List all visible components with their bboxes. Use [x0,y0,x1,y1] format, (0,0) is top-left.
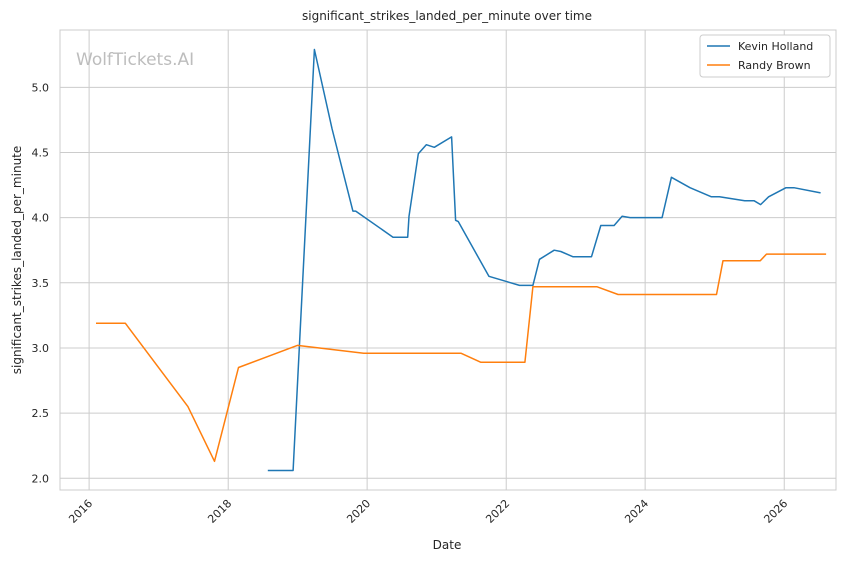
chart-title: significant_strikes_landed_per_minute ov… [302,9,592,23]
y-axis-label: significant_strikes_landed_per_minute [10,146,24,375]
x-tick-label: 2020 [344,497,373,526]
x-axis-label: Date [433,538,462,552]
y-tick-label: 2.5 [32,407,50,420]
y-tick-label: 5.0 [32,81,50,94]
x-tick-label: 2026 [761,497,790,526]
y-tick-label: 4.5 [32,146,50,159]
y-tick-label: 4.0 [32,212,50,225]
x-tick-label: 2016 [66,497,95,526]
series-line-kevin-holland [267,48,821,472]
series-layer [96,48,827,472]
legend: Kevin Holland Randy Brown [699,34,831,78]
watermark: WolfTickets.AI [76,50,194,70]
y-axis-ticks: 2.0 2.5 3.0 3.5 4.0 4.5 5.0 [32,81,50,485]
grid-lines [60,30,836,490]
x-tick-label: 2018 [205,497,234,526]
legend-label: Randy Brown [738,59,811,72]
x-tick-label: 2022 [483,497,512,526]
legend-box [699,34,831,78]
series-line-randy-brown [96,253,827,463]
x-tick-label: 2024 [622,497,651,526]
x-axis-ticks: 2016 2018 2020 2022 2024 2026 [66,497,790,526]
plot-frame [59,29,837,491]
y-tick-label: 2.0 [32,472,50,485]
legend-label: Kevin Holland [738,40,813,53]
y-tick-label: 3.0 [32,342,50,355]
y-tick-label: 3.5 [32,277,50,290]
